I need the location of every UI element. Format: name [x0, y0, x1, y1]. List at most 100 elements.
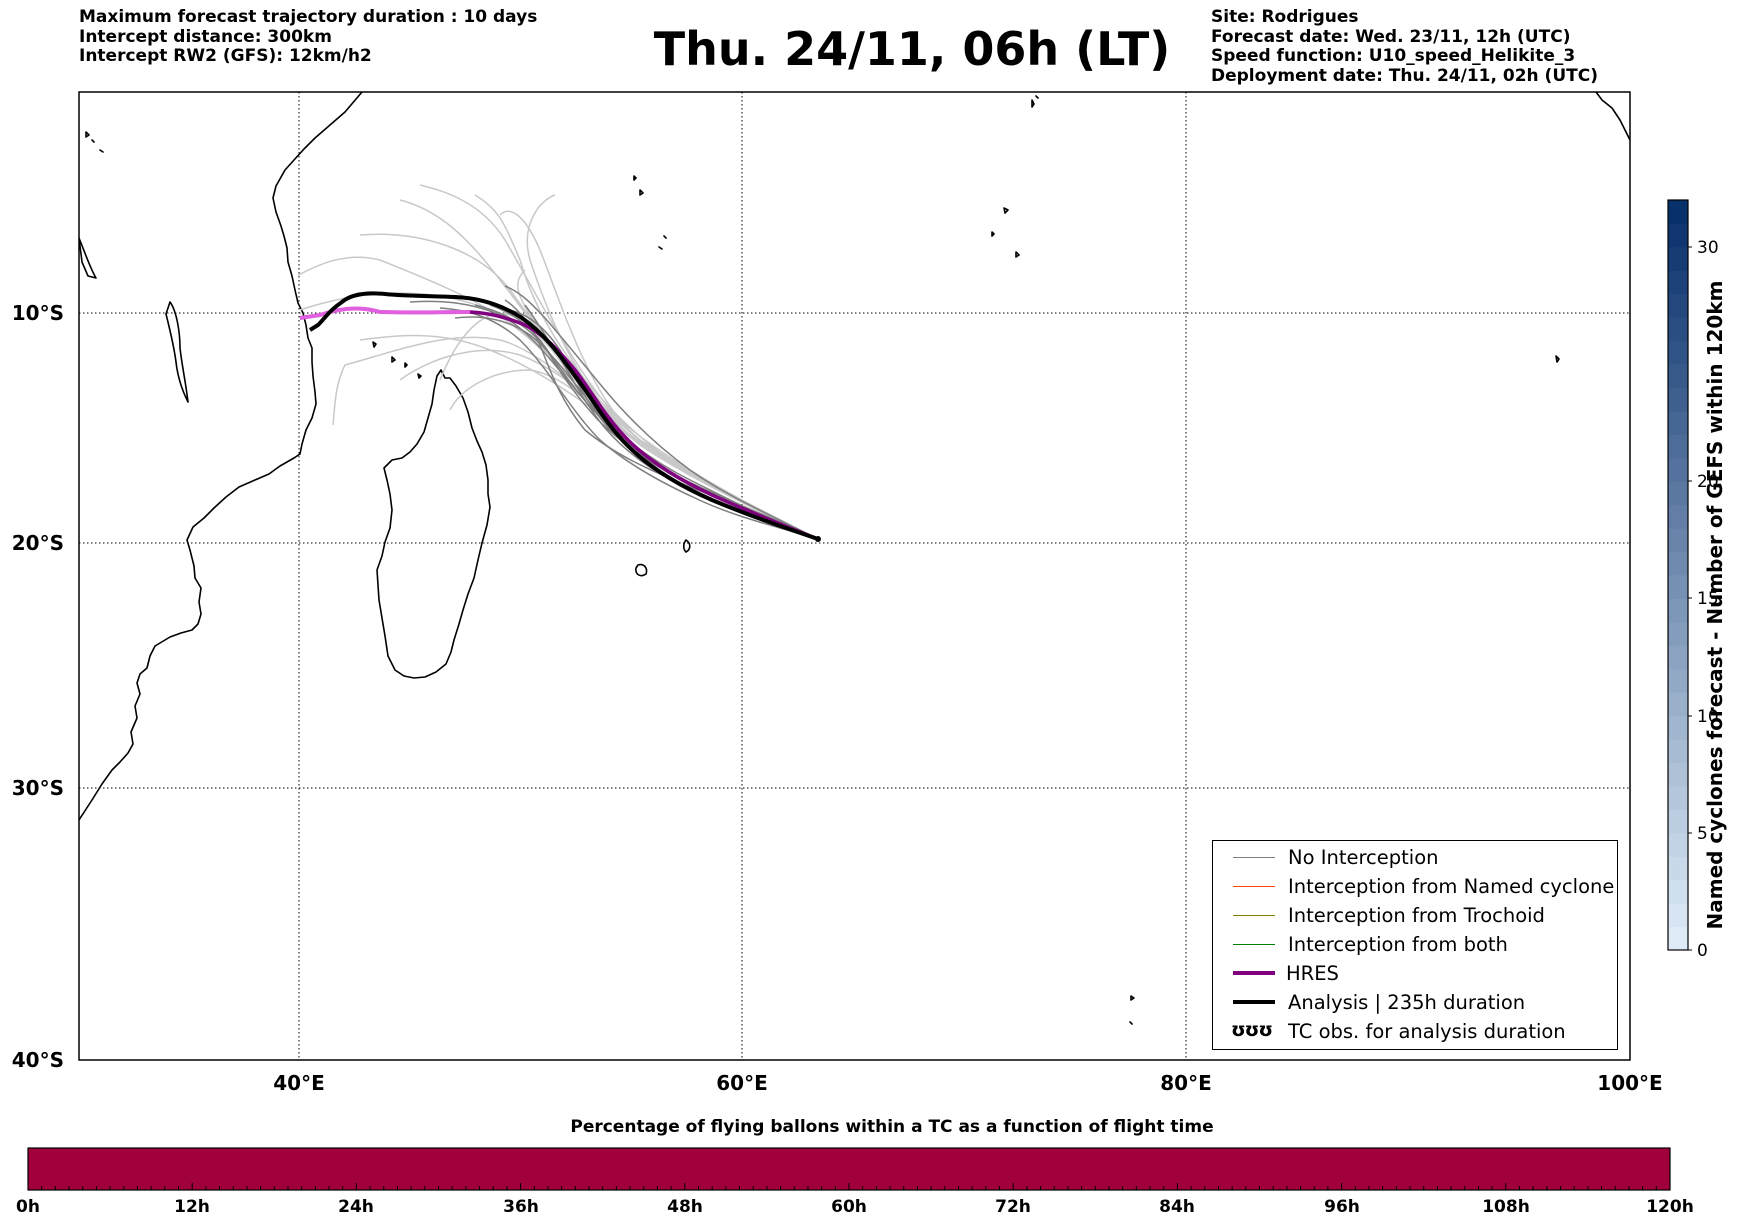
flight-time-bar-title: Percentage of flying ballons within a TC…	[570, 1117, 1214, 1137]
header-right: Site: Rodrigues Forecast date: Wed. 23/1…	[1211, 7, 1598, 86]
lon-tick-80e: 80°E	[1160, 1071, 1212, 1095]
bbar-tick-36h: 36h	[503, 1197, 539, 1217]
colorbar-cell	[1668, 387, 1688, 412]
cbar-tick-5: 5	[1697, 824, 1708, 844]
colorbar-cell	[1668, 692, 1688, 717]
colorbar-cell	[1668, 879, 1688, 904]
seychelles-islands	[633, 175, 667, 250]
lake-malawi	[165, 301, 189, 403]
colorbar-cell	[1668, 223, 1688, 248]
deployment-date-text: Deployment date: Thu. 24/11, 02h (UTC)	[1211, 65, 1598, 86]
max-duration-text: Maximum forecast trajectory duration : 1…	[79, 7, 538, 27]
header-left: Maximum forecast trajectory duration : 1…	[79, 7, 538, 67]
bbar-tick-12h: 12h	[174, 1197, 210, 1217]
cbar-tick-10: 10	[1697, 707, 1719, 727]
legend-label-trochoid: Interception from Trochoid	[1288, 904, 1545, 927]
legend-line-both	[1233, 944, 1275, 945]
bbar-tick-48h: 48h	[667, 1197, 703, 1217]
bbar-tick-72h: 72h	[995, 1197, 1031, 1217]
legend-label-no-interception: No Interception	[1288, 846, 1439, 869]
lat-tick-30s: 30°S	[12, 776, 64, 800]
colorbar-cell	[1668, 903, 1688, 928]
chagos-islands	[991, 207, 1020, 258]
bbar-tick-0h: 0h	[16, 1197, 40, 1217]
madagascar-coastline	[376, 369, 491, 679]
colorbar-cell	[1668, 832, 1688, 857]
legend-item-named-cyclone: Interception from Named cyclone	[1219, 874, 1615, 900]
lat-tick-40s: 40°S	[12, 1048, 64, 1072]
cbar-tick-15: 15	[1697, 589, 1719, 609]
speed-function-text: Speed function: U10_speed_Helikite_3	[1211, 46, 1576, 66]
lon-tick-40e: 40°E	[273, 1071, 325, 1095]
colorbar-cell	[1668, 270, 1688, 295]
legend-line-named-cyclone	[1233, 886, 1275, 887]
tc-obs-icon: ʊʊʊ	[1231, 1019, 1273, 1041]
analysis-track	[308, 291, 819, 541]
colorbar-cell	[1668, 668, 1688, 693]
legend-label-hres: HRES	[1286, 962, 1339, 985]
colorbar-cell	[1668, 715, 1688, 740]
cbar-tick-30: 30	[1697, 238, 1719, 258]
legend-label-named-cyclone: Interception from Named cyclone	[1288, 875, 1615, 898]
lat-tick-20s: 20°S	[12, 531, 64, 555]
colorbar-cell	[1668, 856, 1688, 881]
colorbar-cell	[1668, 926, 1688, 951]
coastlines	[79, 92, 1630, 1025]
legend-line-no-interception	[1233, 857, 1275, 858]
map-frame	[78, 91, 1631, 1061]
colorbar-cell	[1668, 621, 1688, 646]
legend-label-tc-obs: TC obs. for analysis duration	[1288, 1020, 1566, 1043]
colorbar-cell	[1668, 457, 1688, 482]
legend-label-analysis: Analysis | 235h duration	[1288, 991, 1526, 1014]
bbar-tick-96h: 96h	[1324, 1197, 1360, 1217]
bbar-tick-120h: 120h	[1646, 1197, 1694, 1217]
mauritius-reunion	[635, 539, 691, 577]
ensemble-track	[504, 285, 819, 540]
bbar-tick-24h: 24h	[338, 1197, 374, 1217]
africa-coastline	[79, 92, 363, 821]
lake-tanganyika	[79, 237, 97, 279]
colorbar-cell	[1668, 200, 1688, 224]
lon-tick-60e: 60°E	[716, 1071, 768, 1095]
colorbar-cell	[1668, 598, 1688, 623]
bbar-tick-108h: 108h	[1482, 1197, 1530, 1217]
ensemble-track	[439, 307, 819, 540]
colorbar-cell	[1668, 809, 1688, 834]
comoros-islands	[372, 341, 422, 379]
map-axis-labels: 40°E 60°E 80°E 100°E 10°S 20°S 30°S 40°S	[12, 301, 1663, 1095]
colorbar-cell	[1668, 551, 1688, 576]
legend-item-trochoid: Interception from Trochoid	[1219, 903, 1615, 929]
legend-label-both: Interception from both	[1288, 933, 1508, 956]
cocos-islands	[1555, 355, 1560, 363]
legend-item-hres: HRES	[1219, 961, 1615, 987]
colorbar-cell	[1668, 317, 1688, 342]
lon-tick-100e: 100°E	[1597, 1071, 1662, 1095]
legend-line-trochoid	[1233, 915, 1275, 916]
cbar-tick-0: 0	[1697, 941, 1708, 961]
colorbar-cells	[1668, 200, 1688, 951]
colorbar-cell	[1668, 575, 1688, 599]
colorbar-cell	[1668, 481, 1688, 506]
bbar-tick-60h: 60h	[831, 1197, 867, 1217]
colorbar-cell	[1668, 504, 1688, 529]
deployment-site-marker	[815, 536, 821, 542]
colorbar-cell	[1668, 739, 1688, 763]
cyclone-colorbar: 0 5 10 15 20 30	[1667, 199, 1719, 961]
legend-item-no-interception: No Interception	[1219, 845, 1615, 871]
colorbar-cell	[1668, 434, 1688, 459]
map-legend: No Interception Interception from Named …	[1212, 840, 1618, 1050]
flight-time-bar-minor-ticks	[41, 1183, 1657, 1190]
page-title: Thu. 24/11, 06h (LT)	[653, 22, 1171, 76]
legend-item-both: Interception from both	[1219, 932, 1615, 958]
legend-line-hres	[1233, 971, 1275, 975]
colorbar-cell	[1668, 785, 1688, 810]
legend-item-analysis: Analysis | 235h duration	[1219, 990, 1615, 1016]
colorbar-cell	[1668, 528, 1688, 553]
cbar-tick-20: 20	[1697, 472, 1719, 492]
colorbar-cell	[1668, 762, 1688, 787]
forecast-date-text: Forecast date: Wed. 23/11, 12h (UTC)	[1211, 26, 1571, 47]
colorbar-cell	[1668, 340, 1688, 365]
colorbar-cell	[1668, 645, 1688, 670]
legend-item-tc-obs: ʊʊʊ TC obs. for analysis duration	[1219, 1019, 1615, 1045]
st-paul-islands	[1129, 995, 1135, 1025]
